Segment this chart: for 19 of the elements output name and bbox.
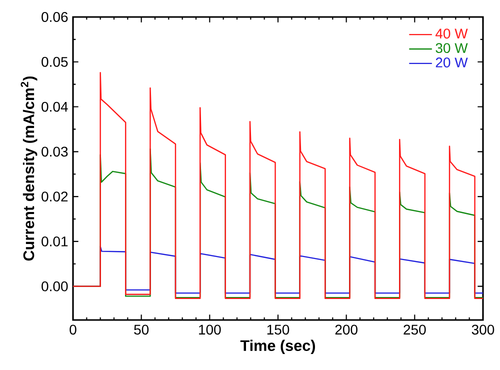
- y-tick-label: 0.03: [42, 146, 68, 157]
- x-tick-label: 300: [472, 324, 494, 335]
- y-tick-label: 0.00: [42, 281, 68, 292]
- y-axis-title: Current density (mA/cm$^{2}$): [20, 76, 38, 261]
- x-axis-title: Time (sec): [240, 340, 316, 354]
- legend-label: 20 W: [436, 58, 468, 68]
- legend-label: 40 W: [436, 28, 468, 39]
- y-tick-label: 0.02: [42, 192, 68, 202]
- y-tick-label: 0.05: [42, 56, 68, 67]
- x-tick-label: 250: [404, 324, 426, 335]
- x-tick-label: 0: [70, 324, 76, 335]
- x-tick-label: 50: [134, 324, 149, 335]
- x-tick-label: 200: [335, 324, 358, 335]
- legend-label: 30 W: [436, 43, 468, 54]
- y-tick-label: 0.01: [42, 236, 68, 246]
- x-tick-label: 100: [199, 324, 221, 335]
- y-tick-label: 0.04: [42, 102, 68, 112]
- y-tick-label: 0.06: [42, 12, 68, 22]
- x-tick-label: 150: [267, 324, 290, 335]
